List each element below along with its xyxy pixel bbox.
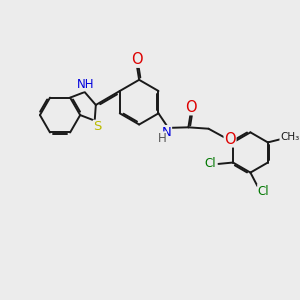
Text: O: O xyxy=(224,132,236,147)
Text: N: N xyxy=(162,126,172,139)
Text: NH: NH xyxy=(77,78,94,91)
Text: CH₃: CH₃ xyxy=(280,132,299,142)
Text: Cl: Cl xyxy=(205,157,217,170)
Text: O: O xyxy=(185,100,197,115)
Text: O: O xyxy=(131,52,143,67)
Text: Cl: Cl xyxy=(258,184,269,197)
Text: H: H xyxy=(158,132,167,145)
Text: S: S xyxy=(93,120,102,133)
